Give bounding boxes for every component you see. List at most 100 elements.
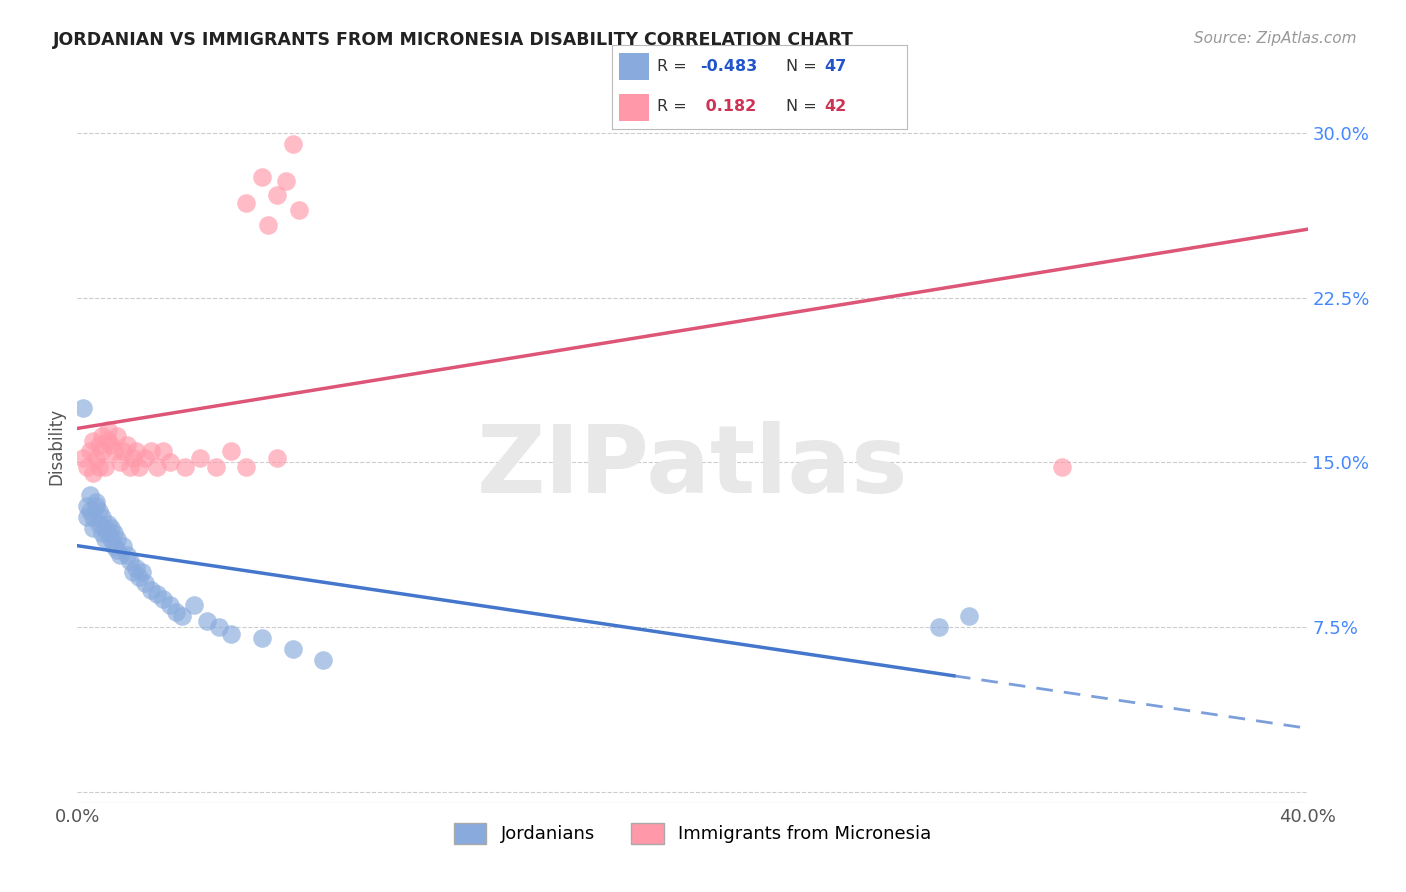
Point: [170, 609, 193, 624]
Point: [90, 429, 114, 443]
Point: [79, 444, 101, 458]
Point: [257, 219, 280, 233]
Text: R =: R =: [658, 99, 692, 114]
Text: -0.483: -0.483: [700, 59, 758, 74]
Point: [115, 548, 138, 562]
Point: [84, 500, 107, 514]
Point: [84, 495, 107, 509]
Point: [76, 459, 98, 474]
Point: [87, 516, 110, 531]
Point: [159, 455, 181, 469]
Point: [100, 521, 122, 535]
Point: [195, 614, 218, 628]
Point: [250, 631, 273, 645]
Point: [100, 438, 122, 452]
Point: [118, 554, 141, 568]
FancyBboxPatch shape: [619, 94, 648, 120]
Point: [118, 459, 141, 474]
Point: [115, 438, 138, 452]
Text: Source: ZipAtlas.com: Source: ZipAtlas.com: [1194, 31, 1357, 46]
Point: [90, 444, 114, 458]
Point: [97, 516, 120, 531]
Point: [76, 500, 98, 514]
Point: [90, 525, 114, 540]
Point: [103, 444, 125, 458]
Point: [928, 620, 950, 634]
Text: JORDANIAN VS IMMIGRANTS FROM MICRONESIA DISABILITY CORRELATION CHART: JORDANIAN VS IMMIGRANTS FROM MICRONESIA …: [53, 31, 855, 49]
Point: [1050, 459, 1073, 474]
Point: [97, 525, 120, 540]
Point: [183, 598, 205, 612]
Point: [103, 539, 125, 553]
Point: [110, 548, 132, 562]
Point: [105, 429, 128, 443]
Text: 42: 42: [824, 99, 846, 114]
Point: [276, 174, 298, 188]
Point: [72, 451, 94, 466]
Point: [152, 591, 174, 606]
Point: [76, 510, 98, 524]
Point: [82, 510, 104, 524]
Point: [121, 566, 143, 580]
Point: [266, 451, 288, 466]
Point: [87, 459, 110, 474]
Point: [250, 169, 273, 184]
Point: [112, 444, 135, 458]
Text: R =: R =: [658, 59, 692, 74]
Point: [131, 566, 153, 580]
Point: [134, 576, 156, 591]
Point: [97, 434, 120, 448]
Point: [208, 620, 231, 634]
Point: [235, 196, 257, 211]
Point: [146, 587, 169, 601]
Point: [94, 521, 117, 535]
Point: [82, 434, 104, 448]
Point: [146, 459, 169, 474]
Point: [219, 626, 242, 640]
Point: [84, 451, 107, 466]
Point: [152, 444, 174, 458]
Point: [100, 533, 122, 547]
Point: [82, 521, 104, 535]
Point: [125, 444, 148, 458]
Point: [235, 459, 257, 474]
Point: [219, 444, 242, 458]
FancyBboxPatch shape: [619, 54, 648, 80]
Point: [97, 423, 120, 437]
Point: [121, 451, 143, 466]
Point: [103, 525, 125, 540]
Point: [288, 202, 311, 217]
Point: [94, 533, 117, 547]
Point: [94, 459, 117, 474]
Text: 0.182: 0.182: [700, 99, 756, 114]
Point: [188, 451, 212, 466]
Y-axis label: Disability: Disability: [48, 408, 66, 484]
Point: [204, 459, 226, 474]
Legend: Jordanians, Immigrants from Micronesia: Jordanians, Immigrants from Micronesia: [447, 815, 938, 851]
Point: [281, 137, 304, 152]
Point: [110, 455, 132, 469]
Point: [174, 459, 197, 474]
Point: [128, 459, 150, 474]
Point: [957, 609, 980, 624]
Point: [125, 561, 148, 575]
Point: [159, 598, 181, 612]
Point: [112, 539, 135, 553]
Text: N =: N =: [786, 99, 821, 114]
Point: [79, 488, 101, 502]
Point: [128, 569, 150, 583]
Point: [266, 187, 288, 202]
Point: [312, 653, 335, 667]
Point: [281, 642, 304, 657]
Point: [72, 401, 94, 415]
Point: [165, 605, 187, 619]
Point: [87, 504, 110, 518]
Point: [82, 467, 104, 481]
Point: [87, 438, 110, 452]
Point: [79, 504, 101, 518]
Point: [105, 533, 128, 547]
Point: [141, 582, 163, 597]
Point: [134, 451, 156, 466]
Point: [90, 510, 114, 524]
Point: [141, 444, 163, 458]
